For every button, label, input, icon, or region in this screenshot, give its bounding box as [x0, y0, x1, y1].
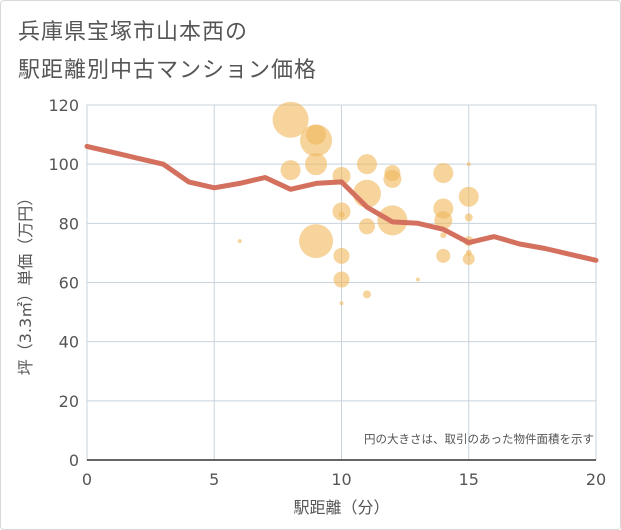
bubble: [358, 218, 375, 235]
y-tick-label: 0: [69, 451, 79, 470]
x-tick-label: 20: [586, 470, 606, 489]
bubble: [280, 160, 301, 181]
bubble: [299, 224, 334, 259]
ticks: 0 20 40 60 80 100 120 0 5 10 15 20: [48, 96, 606, 489]
bubble: [458, 186, 479, 207]
bubble: [339, 301, 344, 306]
y-tick-label: 80: [59, 214, 79, 233]
bubble: [415, 277, 420, 282]
x-tick-label: 5: [209, 470, 219, 489]
bubble: [464, 213, 473, 222]
bubble: [436, 248, 451, 263]
y-tick-label: 100: [48, 155, 79, 174]
bubble: [338, 211, 345, 218]
bubble: [306, 124, 327, 145]
bubble: [462, 252, 475, 265]
y-tick-label: 40: [59, 333, 79, 352]
bubble: [433, 163, 454, 184]
bubble: [333, 247, 350, 264]
bubble-size-note: 円の大きさは、取引のあった物件面積を示す: [364, 432, 594, 446]
average-line: [84, 143, 599, 263]
bubble: [272, 101, 309, 138]
x-axis-label: 駅距離（分）: [293, 498, 389, 517]
average-price-line: [84, 143, 599, 263]
bubble: [440, 232, 447, 239]
bubbles: [237, 101, 479, 306]
x-tick-label: 0: [82, 470, 92, 489]
chart-title-line1: 兵庫県宝塚市山本西の: [18, 20, 249, 45]
bubble: [434, 211, 453, 230]
bubble: [333, 271, 350, 288]
bubble: [305, 153, 328, 176]
bubble: [356, 154, 377, 175]
x-tick-label: 10: [331, 470, 351, 489]
bubble: [383, 169, 402, 188]
y-tick-label: 20: [59, 392, 79, 411]
chart-title-line2: 駅距離別中古マンション価格: [18, 58, 318, 83]
y-tick-label: 120: [48, 96, 79, 115]
x-tick-label: 15: [459, 470, 479, 489]
bubble: [237, 239, 242, 244]
y-tick-label: 60: [59, 274, 79, 293]
y-axis-label: 坪（3.3㎡）単価（万円）: [16, 190, 35, 375]
bubble: [362, 290, 371, 299]
bubble: [466, 162, 471, 167]
